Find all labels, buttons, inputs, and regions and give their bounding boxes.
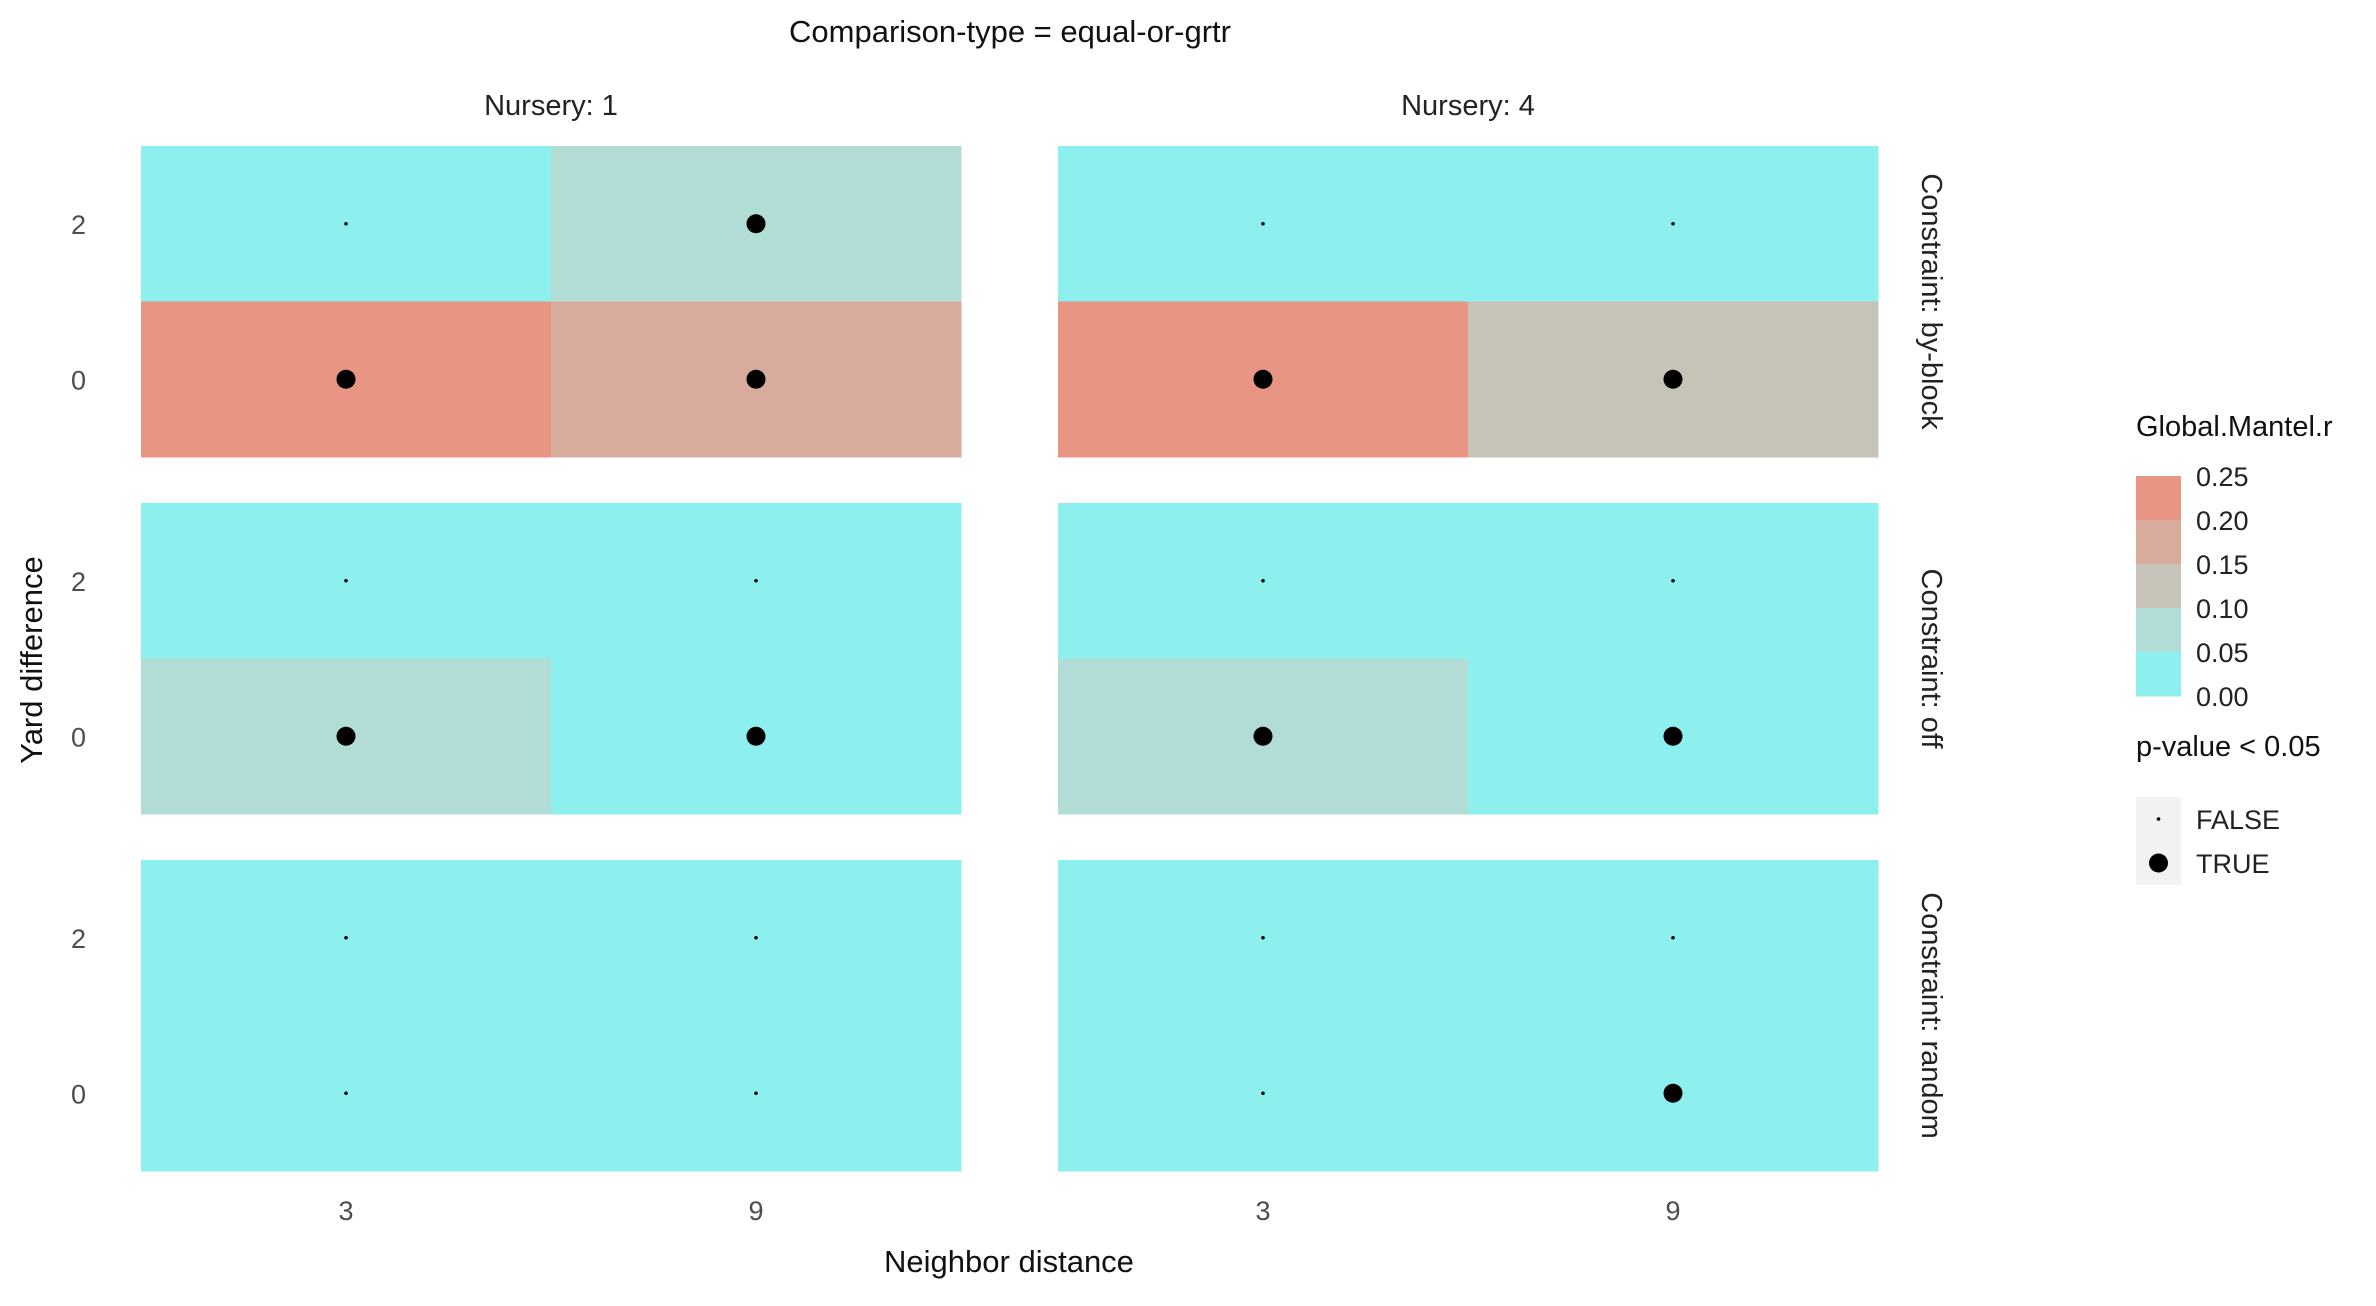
legend: Global.Mantel.r 0.25 0.20 0.15 0.10 0.05 0.00… — [2136, 411, 2333, 885]
non-significant-point — [344, 578, 348, 583]
significant-point — [1663, 369, 1683, 389]
non-significant-point — [754, 935, 758, 940]
fill-legend-label: 0.15 — [2196, 550, 2249, 580]
facet-panels — [141, 146, 1879, 1172]
row-strip-label: Constraint: by-block — [1915, 173, 1947, 430]
x-tick-label: 9 — [1665, 1196, 1680, 1226]
x-axis-ticks: 3 9 3 9 — [338, 1196, 1680, 1226]
non-significant-point — [1261, 935, 1265, 940]
non-significant-point — [1261, 221, 1265, 226]
x-axis-title: Neighbor distance — [884, 1244, 1134, 1279]
column-facet-strips: Nursery: 1 Nursery: 4 — [484, 90, 1535, 122]
significant-point — [746, 369, 766, 389]
non-significant-point — [1671, 221, 1675, 226]
non-significant-point — [344, 1091, 348, 1096]
fill-legend-label: 0.20 — [2196, 506, 2249, 536]
significant-point — [1253, 369, 1273, 389]
non-significant-point — [1261, 578, 1265, 583]
y-tick-label: 0 — [71, 722, 86, 752]
y-tick-label: 2 — [71, 567, 86, 597]
non-significant-point — [754, 1091, 758, 1096]
size-legend-label: TRUE — [2196, 849, 2270, 879]
significant-point — [1253, 726, 1273, 746]
non-significant-point — [344, 221, 348, 226]
size-legend-symbol — [2156, 817, 2161, 821]
fill-legend-swatch — [2136, 608, 2181, 653]
non-significant-point — [754, 578, 758, 583]
size-legend-label: FALSE — [2196, 805, 2280, 835]
non-significant-point — [344, 935, 348, 940]
size-legend-keys: FALSE TRUE — [2136, 797, 2280, 885]
non-significant-point — [1671, 935, 1675, 940]
size-legend-title: p-value < 0.05 — [2136, 731, 2321, 763]
significant-point — [336, 369, 356, 389]
non-significant-point — [1261, 1091, 1265, 1096]
y-tick-label: 0 — [71, 365, 86, 395]
fill-legend-label: 0.05 — [2196, 638, 2249, 668]
x-tick-label: 9 — [748, 1196, 763, 1226]
row-facet-strips: Constraint: by-block Constraint: off Const… — [1915, 173, 1947, 1138]
fill-legend-swatch — [2136, 652, 2181, 697]
fill-legend-label: 0.25 — [2196, 462, 2249, 492]
fill-legend-label: 0.00 — [2196, 682, 2249, 712]
fill-legend-title: Global.Mantel.r — [2136, 411, 2333, 443]
y-tick-label: 2 — [71, 210, 86, 240]
x-tick-label: 3 — [338, 1196, 353, 1226]
y-tick-label: 2 — [71, 924, 86, 954]
y-axis-title: Yard difference — [14, 556, 49, 763]
fill-legend-swatch — [2136, 564, 2181, 609]
fill-legend-swatch — [2136, 520, 2181, 565]
row-strip-label: Constraint: random — [1915, 892, 1947, 1139]
fill-legend-keys: 0.25 0.20 0.15 0.10 0.05 0.00 — [2136, 462, 2249, 712]
significant-point — [746, 726, 766, 746]
significant-point — [1663, 726, 1683, 746]
significant-point — [1663, 1083, 1683, 1103]
significant-point — [336, 726, 356, 746]
fill-legend-label: 0.10 — [2196, 594, 2249, 624]
column-strip-label: Nursery: 4 — [1401, 90, 1535, 122]
y-tick-label: 0 — [71, 1079, 86, 1109]
x-tick-label: 3 — [1255, 1196, 1270, 1226]
row-strip-label: Constraint: off — [1915, 568, 1947, 749]
size-legend-symbol — [2149, 853, 2168, 873]
non-significant-point — [1671, 578, 1675, 583]
significant-point — [746, 214, 766, 234]
fill-legend-swatch — [2136, 476, 2181, 521]
column-strip-label: Nursery: 1 — [484, 90, 618, 122]
y-axis-ticks: 0 2 0 2 0 2 — [71, 210, 86, 1110]
chart-title: Comparison-type = equal-or-grtr — [789, 14, 1231, 49]
